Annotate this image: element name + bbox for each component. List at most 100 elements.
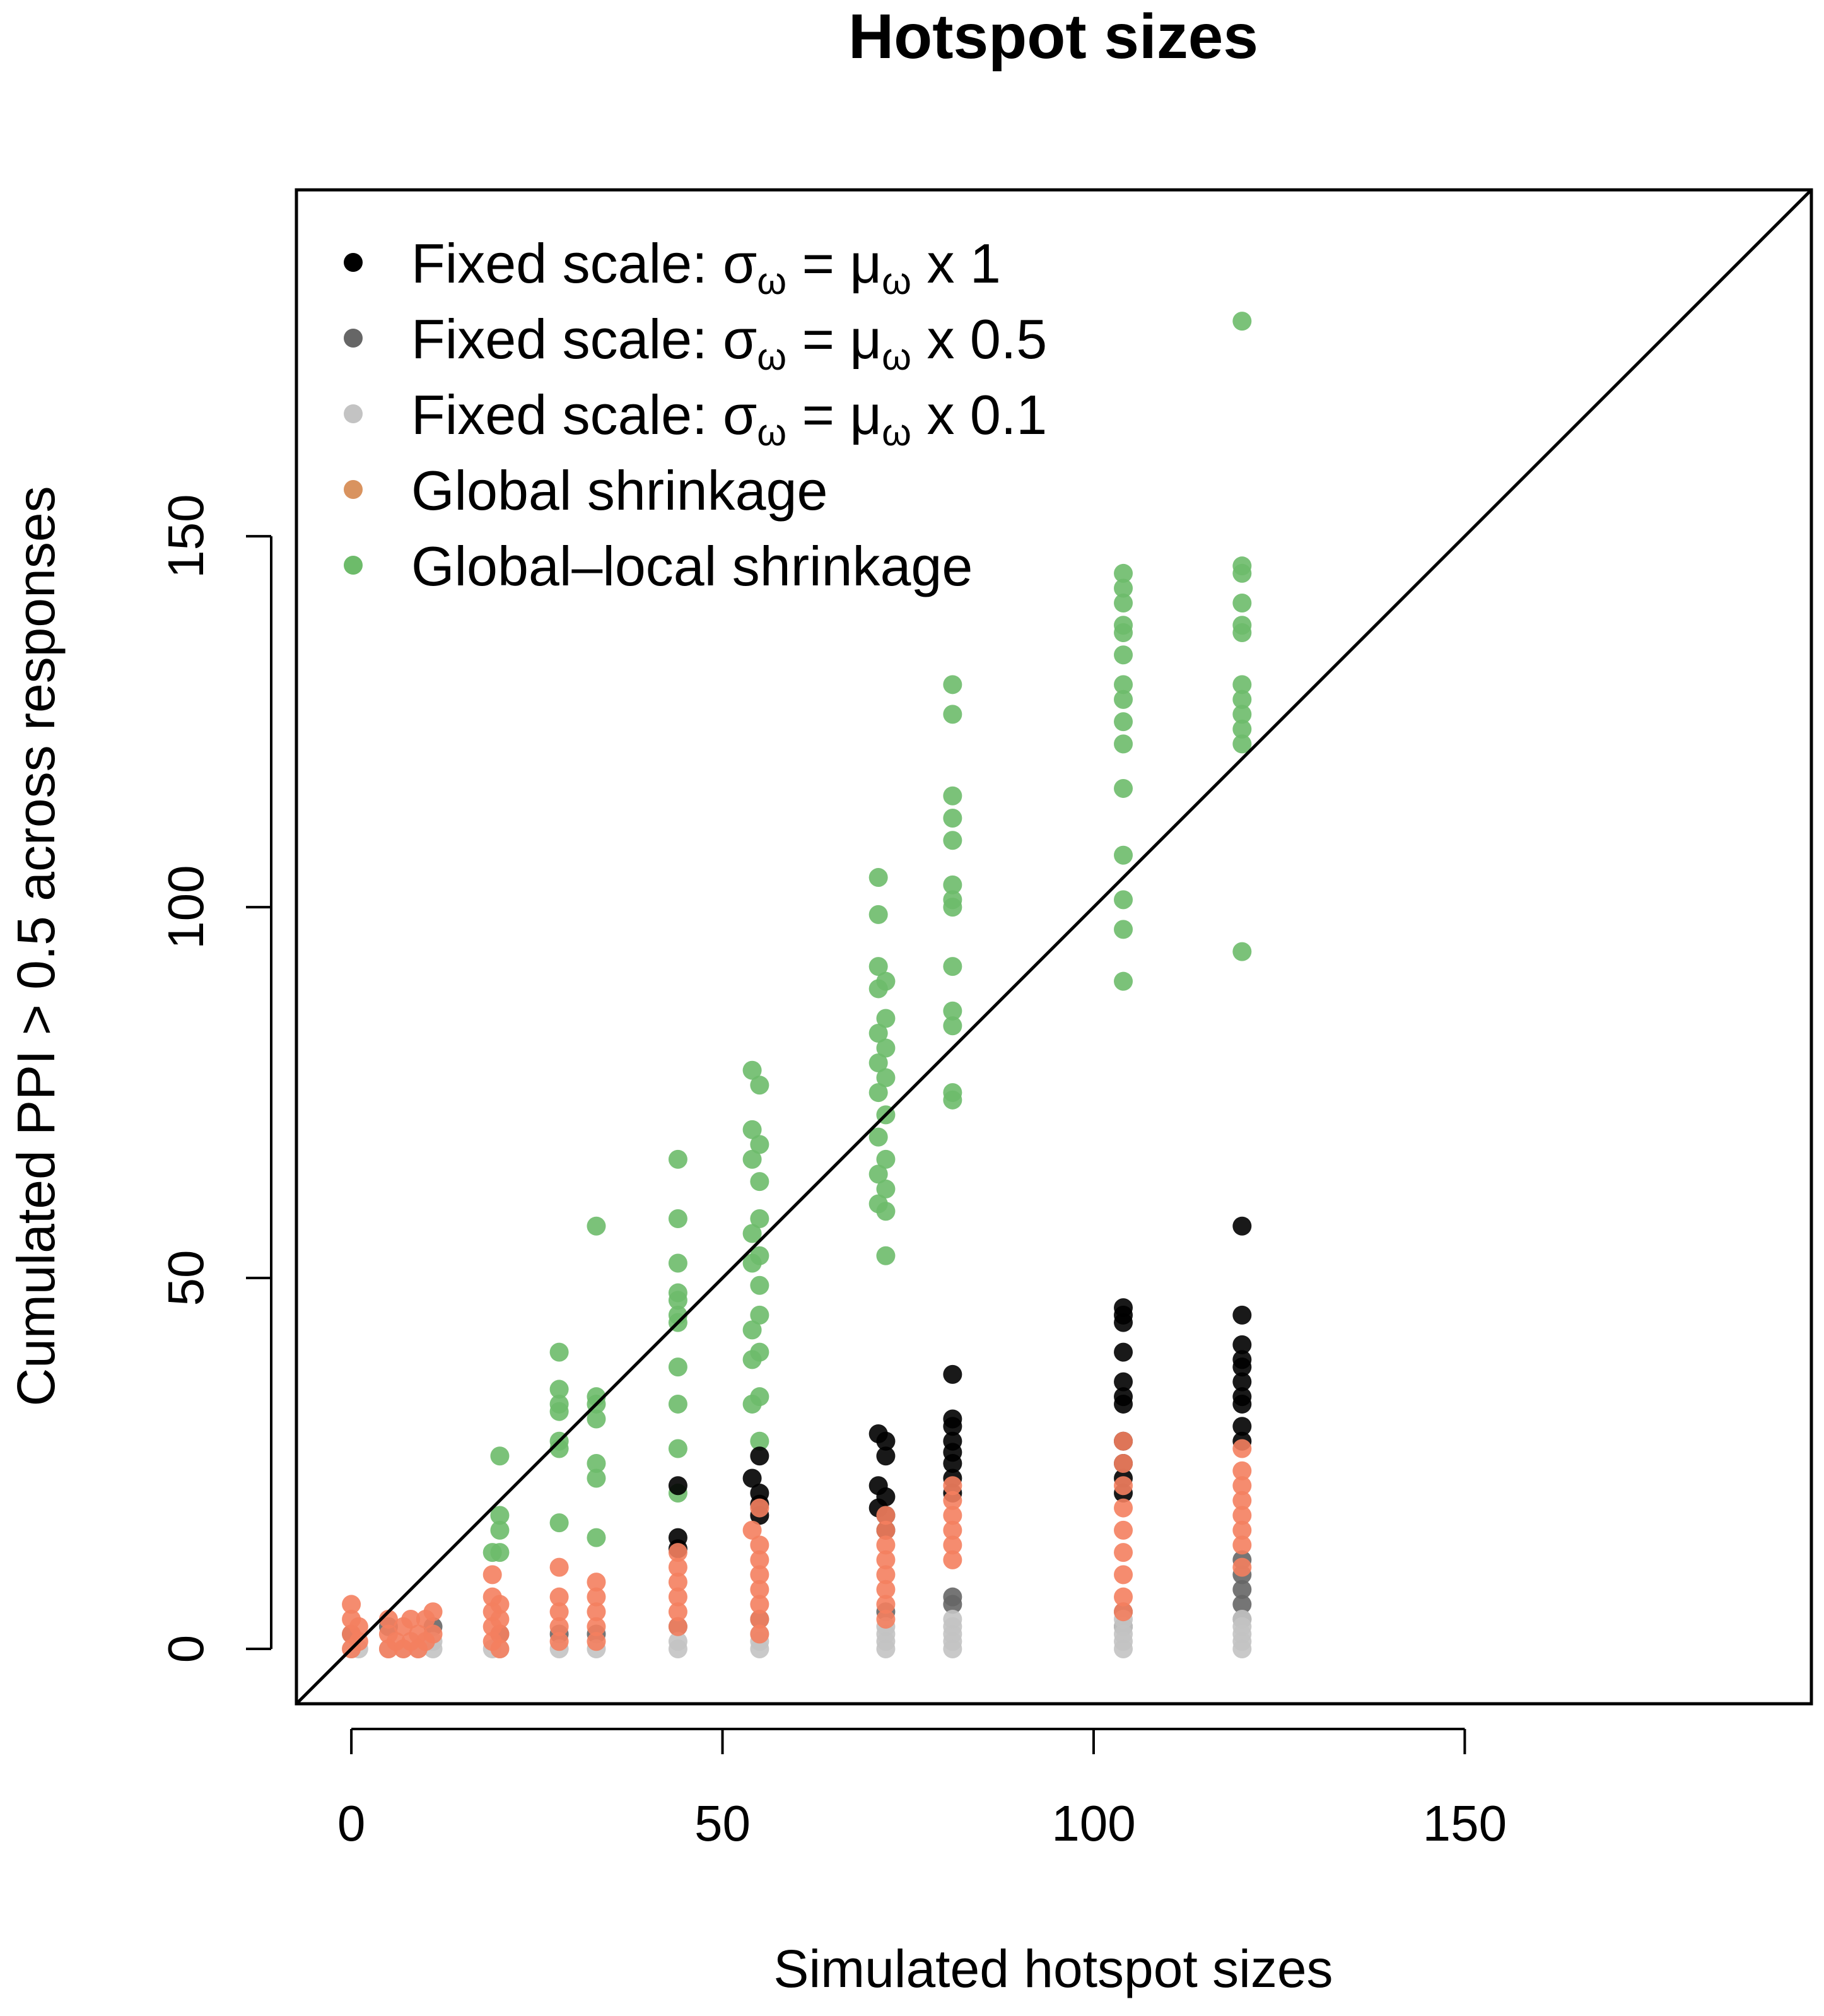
data-point	[742, 1320, 762, 1340]
data-point	[943, 1476, 962, 1496]
data-point	[943, 1595, 962, 1614]
data-point	[1232, 689, 1252, 709]
legend-label-part: ω	[882, 336, 911, 378]
data-point	[668, 1573, 687, 1592]
data-point	[1232, 1357, 1252, 1377]
data-point	[1232, 1506, 1252, 1525]
x-tick-label: 100	[1051, 1795, 1135, 1851]
y-tick-label: 100	[158, 865, 214, 949]
data-point	[750, 1209, 769, 1228]
data-point	[1232, 675, 1252, 694]
data-point	[742, 1120, 762, 1139]
data-point	[742, 1060, 762, 1080]
data-point	[668, 1476, 687, 1496]
legend-label: Global–local shrinkage	[411, 535, 973, 597]
data-point	[1114, 1342, 1133, 1362]
data-point	[1114, 578, 1133, 598]
data-point	[1114, 1543, 1133, 1562]
data-point	[1232, 1305, 1252, 1325]
data-point	[490, 1506, 510, 1525]
data-point	[668, 1587, 687, 1607]
legend-marker	[344, 556, 363, 575]
data-point	[1114, 734, 1133, 754]
data-point	[482, 1565, 502, 1585]
data-point	[876, 1202, 896, 1221]
legend-label: Fixed scale: σω = μω x 0.1	[411, 384, 1047, 454]
legend-label-part: x 0.5	[911, 308, 1047, 370]
data-point	[876, 1431, 896, 1451]
legend-marker	[344, 480, 363, 499]
data-point	[943, 875, 962, 894]
x-tick-label: 50	[694, 1795, 751, 1851]
data-point	[750, 1579, 769, 1599]
y-tick-label: 50	[158, 1250, 214, 1306]
data-point	[668, 1253, 687, 1273]
data-point	[943, 786, 962, 806]
data-point	[750, 1446, 769, 1466]
data-point	[876, 1535, 896, 1555]
data-point	[549, 1587, 569, 1607]
data-point	[1232, 1595, 1252, 1614]
data-point	[490, 1543, 510, 1562]
data-point	[876, 1609, 896, 1629]
legend-marker	[344, 404, 363, 423]
legend-marker	[344, 329, 363, 348]
data-point	[742, 1394, 762, 1414]
data-point	[1232, 1520, 1252, 1540]
legend-item: Global–local shrinkage	[344, 535, 973, 597]
data-point	[1232, 623, 1252, 643]
data-point	[549, 1380, 569, 1399]
data-point	[943, 1001, 962, 1021]
legend-label: Global shrinkage	[411, 459, 827, 522]
data-point	[876, 1038, 896, 1058]
legend-item: Fixed scale: σω = μω x 0.1	[344, 384, 1047, 454]
data-point	[943, 1491, 962, 1510]
data-point	[490, 1639, 510, 1658]
data-point	[868, 1053, 888, 1073]
data-point	[549, 1342, 569, 1362]
data-point	[490, 1624, 510, 1644]
legend-label-part: Global–local shrinkage	[411, 535, 973, 597]
data-point	[1114, 920, 1133, 939]
data-point	[668, 1439, 687, 1458]
plot-frame	[295, 188, 1813, 1706]
data-point	[1232, 1476, 1252, 1496]
data-point	[1232, 1372, 1252, 1392]
data-point	[1114, 1476, 1133, 1496]
data-point	[1232, 1609, 1252, 1629]
x-axis: 0 50 100 150	[337, 1728, 1507, 1851]
data-point	[668, 1394, 687, 1414]
data-point	[1232, 1557, 1252, 1577]
data-point	[742, 1149, 762, 1169]
legend-label-part: ω	[757, 411, 786, 454]
data-point	[1114, 645, 1133, 665]
data-point	[1232, 312, 1252, 331]
data-point	[1114, 675, 1133, 694]
data-point	[750, 1550, 769, 1569]
data-point	[742, 1468, 762, 1488]
data-point	[423, 1624, 443, 1644]
data-point	[587, 1528, 606, 1547]
data-point	[668, 1291, 687, 1310]
data-point	[1114, 593, 1133, 612]
data-point	[1114, 890, 1133, 910]
data-point	[750, 1275, 769, 1295]
legend-label: Fixed scale: σω = μω x 0.5	[411, 308, 1047, 378]
data-point	[1232, 719, 1252, 739]
data-point	[1114, 845, 1133, 865]
data-point	[750, 1172, 769, 1192]
data-point	[868, 1023, 888, 1043]
data-point	[750, 1135, 769, 1154]
data-point	[943, 1535, 962, 1555]
data-point	[1114, 1372, 1133, 1392]
y-tick-label: 0	[158, 1635, 214, 1663]
legend-label-part: ω	[882, 411, 911, 454]
data-point	[742, 1224, 762, 1243]
legend-label-part: ω	[882, 260, 911, 302]
data-point	[868, 1164, 888, 1184]
data-point	[1114, 1565, 1133, 1585]
data-point	[943, 1417, 962, 1436]
data-point	[742, 1520, 762, 1540]
data-point	[1114, 1431, 1133, 1451]
